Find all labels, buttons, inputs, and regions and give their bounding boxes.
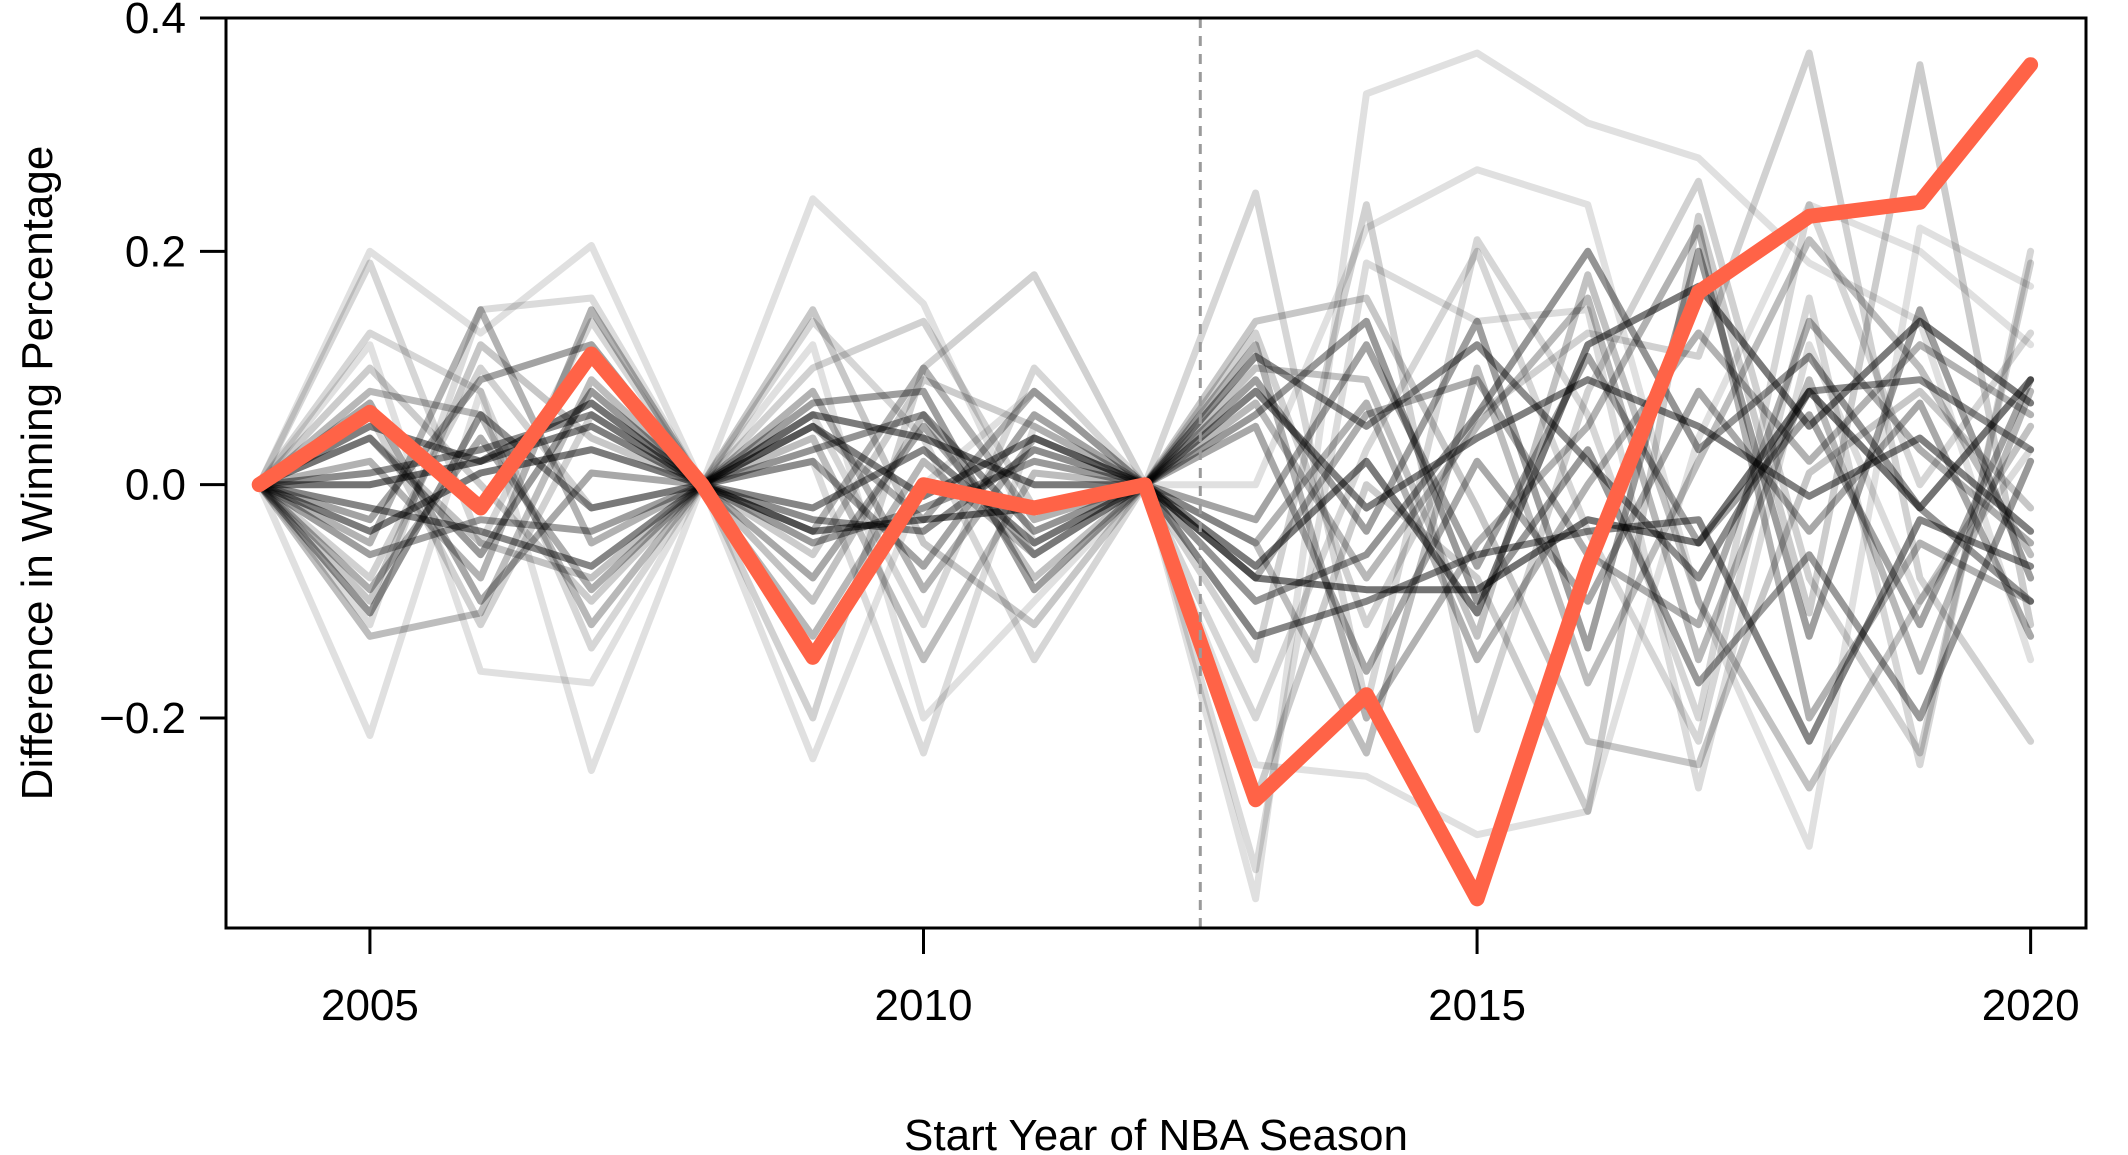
highlight-series-line <box>251 57 2039 907</box>
x-tick-label: 2020 <box>1982 981 2080 1030</box>
plot-frame <box>224 16 2088 930</box>
y-tick-label: −0.2 <box>99 694 186 743</box>
x-tick-label: 2010 <box>875 981 973 1030</box>
y-tick-label: 0.0 <box>125 461 186 510</box>
y-axis-title: Difference in Winning Percentage <box>13 146 62 801</box>
y-tick-label: 0.2 <box>125 227 186 276</box>
series-layer <box>255 49 2035 903</box>
x-axis-title: Start Year of NBA Season <box>904 1111 1408 1155</box>
x-tick-label: 2015 <box>1428 981 1526 1030</box>
y-axis: −0.2 0.0 0.2 0.4 <box>99 0 226 743</box>
x-tick-label: 2005 <box>321 981 419 1030</box>
highlight-layer <box>251 57 2039 907</box>
x-axis: 2005 2010 2015 2020 <box>321 928 2080 1030</box>
y-tick-label: 0.4 <box>125 0 186 43</box>
series-line-4 <box>255 259 2035 874</box>
